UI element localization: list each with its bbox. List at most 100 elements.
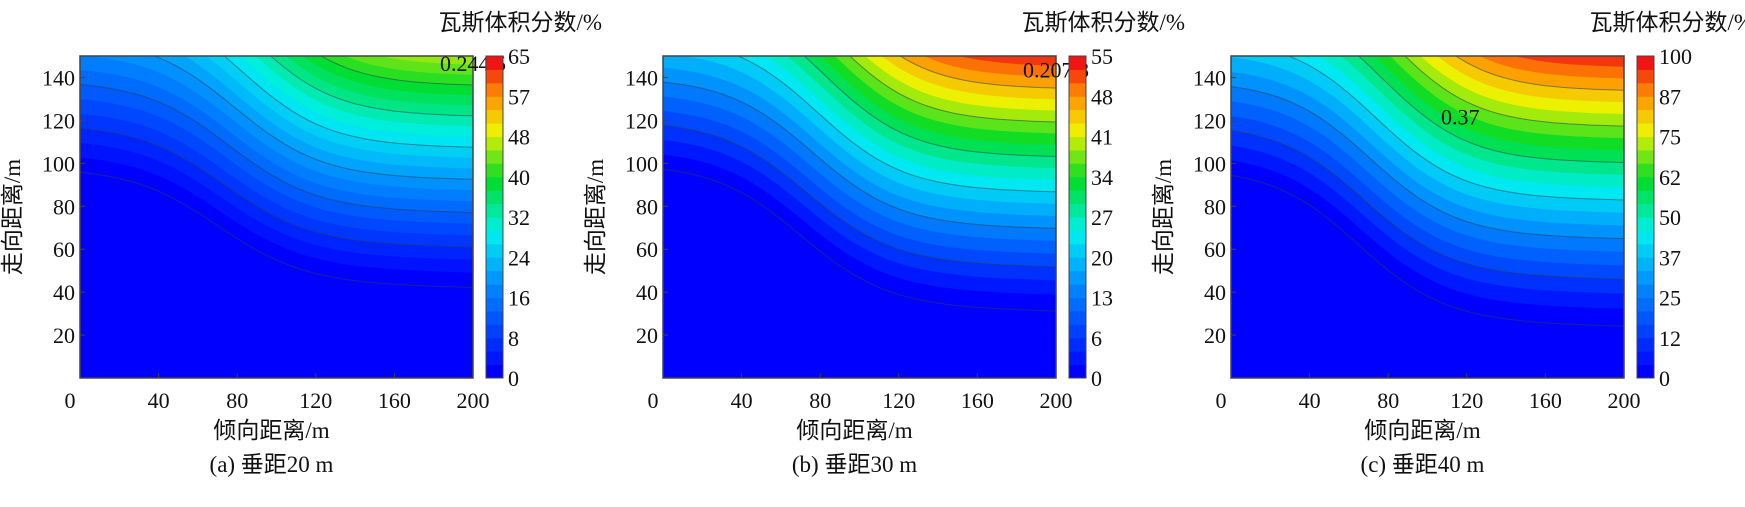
heatmap-field bbox=[663, 56, 1056, 378]
y-tick-label: 80 bbox=[1204, 194, 1226, 219]
colorbar-swatch bbox=[1069, 56, 1086, 70]
colorbar-swatch bbox=[1069, 310, 1086, 325]
colorbar-swatch bbox=[1069, 163, 1086, 178]
colorbar-swatch bbox=[1637, 149, 1654, 164]
colorbar-swatch bbox=[486, 351, 503, 366]
y-tick-label: 60 bbox=[1204, 237, 1226, 262]
colorbar-tick-label: 57 bbox=[508, 84, 530, 109]
y-tick-label: 140 bbox=[625, 65, 658, 90]
panel-caption: (a) 垂距20 m bbox=[210, 452, 334, 477]
colorbar-swatch bbox=[1069, 217, 1086, 231]
colorbar-swatch bbox=[1637, 69, 1654, 84]
y-tick-label: 40 bbox=[636, 280, 658, 305]
colorbar-tick-label: 62 bbox=[1659, 165, 1681, 190]
heatmap-field bbox=[1231, 56, 1624, 378]
y-tick-label: 120 bbox=[625, 108, 658, 133]
colorbar-swatch bbox=[486, 297, 503, 312]
colorbar-swatch bbox=[486, 364, 503, 379]
colorbar-tick-label: 12 bbox=[1659, 326, 1681, 351]
y-tick-label: 80 bbox=[636, 194, 658, 219]
x-tick-label: 200 bbox=[457, 388, 490, 413]
colorbar-tick-label: 0 bbox=[1659, 366, 1670, 391]
colorbar-swatch bbox=[1637, 284, 1654, 298]
colorbar-swatch bbox=[486, 310, 503, 325]
colorbar-tick-label: 100 bbox=[1659, 44, 1692, 69]
x-tick-label: 160 bbox=[378, 388, 411, 413]
colorbar-swatch bbox=[1637, 176, 1654, 191]
colorbar-swatch bbox=[1637, 364, 1654, 379]
x-tick-label: 120 bbox=[1450, 388, 1483, 413]
colorbar-swatch bbox=[1069, 270, 1086, 285]
plot-frame bbox=[662, 55, 1057, 379]
colorbar-swatch bbox=[486, 337, 503, 352]
colorbar-swatch bbox=[1069, 364, 1086, 379]
colorbar-swatch bbox=[1069, 257, 1086, 272]
y-axis-label: 走向距离/m bbox=[583, 159, 608, 275]
colorbar-swatch bbox=[1069, 149, 1086, 164]
colorbar-tick-label: 65 bbox=[508, 44, 530, 69]
y-axis-label: 走向距离/m bbox=[0, 159, 25, 275]
colorbar-swatch bbox=[1069, 243, 1086, 258]
colorbar-title: 瓦斯体积分数/% bbox=[438, 10, 602, 35]
colorbar-title: 瓦斯体积分数/% bbox=[1021, 10, 1185, 35]
colorbar-swatch bbox=[1637, 337, 1654, 352]
colorbar-tick-label: 87 bbox=[1659, 84, 1681, 109]
colorbar-swatch bbox=[486, 190, 503, 205]
colorbar-swatch bbox=[1637, 297, 1654, 312]
colorbar-swatch bbox=[486, 230, 503, 245]
colorbar-swatch bbox=[1069, 284, 1086, 298]
x-axis-label: 倾向距离/m bbox=[213, 418, 329, 443]
y-tick-label: 100 bbox=[1193, 151, 1226, 176]
colorbar-swatch bbox=[486, 324, 503, 339]
colorbar-swatch bbox=[1069, 136, 1086, 151]
heatmap-band bbox=[380, 56, 473, 65]
colorbar-tick-label: 34 bbox=[1091, 165, 1113, 190]
colorbar-swatch bbox=[1069, 337, 1086, 352]
colorbar-swatch bbox=[1637, 324, 1654, 339]
y-tick-label: 40 bbox=[53, 280, 75, 305]
heatmap-band bbox=[1514, 56, 1624, 67]
y-tick-label: 140 bbox=[1193, 65, 1226, 90]
colorbar-tick-label: 0 bbox=[1091, 366, 1102, 391]
colorbar-swatch bbox=[1637, 136, 1654, 151]
colorbar-tick-label: 13 bbox=[1091, 286, 1113, 311]
colorbar-swatch bbox=[1069, 176, 1086, 191]
x-tick-label: 40 bbox=[148, 388, 170, 413]
colorbar-swatch bbox=[486, 163, 503, 178]
colorbar-swatch bbox=[1069, 203, 1086, 218]
colorbar-swatch bbox=[486, 270, 503, 285]
colorbar-tick-label: 16 bbox=[508, 286, 530, 311]
colorbar-swatch bbox=[1637, 190, 1654, 205]
y-tick-label: 60 bbox=[53, 237, 75, 262]
colorbar-swatch bbox=[1069, 109, 1086, 124]
y-axis-label: 走向距离/m bbox=[1151, 159, 1176, 275]
colorbar-tick-label: 41 bbox=[1091, 125, 1113, 150]
colorbar-swatch bbox=[486, 69, 503, 84]
colorbar-swatch bbox=[1637, 203, 1654, 218]
panel-a: 0.244 50 40 80 120 160 20020406080100120140倾向… bbox=[0, 10, 602, 477]
colorbar-title: 瓦斯体积分数/% bbox=[1589, 10, 1745, 35]
colorbar: 0 8 16 24 32 40 48 57 65 瓦斯体积分数/% bbox=[438, 10, 602, 391]
colorbar-tick-label: 0 bbox=[508, 366, 519, 391]
y-tick-label: 40 bbox=[1204, 280, 1226, 305]
x-tick-label: 80 bbox=[226, 388, 248, 413]
y-tick-label: 120 bbox=[1193, 108, 1226, 133]
colorbar-swatch bbox=[1637, 109, 1654, 124]
colorbar-swatch bbox=[486, 109, 503, 124]
heatmap-field bbox=[80, 56, 473, 378]
x-tick-label: 200 bbox=[1040, 388, 1073, 413]
y-tick-label: 120 bbox=[42, 108, 75, 133]
colorbar-frame bbox=[1068, 55, 1087, 379]
y-tick-label: 60 bbox=[636, 237, 658, 262]
colorbar: 0 6 13 20 27 34 41 48 55 瓦斯体积分数/% bbox=[1021, 10, 1185, 391]
colorbar-swatch bbox=[1069, 82, 1086, 97]
colorbar-swatch bbox=[1637, 230, 1654, 245]
colorbar-tick-label: 8 bbox=[508, 326, 519, 351]
colorbar-swatch bbox=[1637, 56, 1654, 70]
colorbar-swatch bbox=[1069, 96, 1086, 111]
x-tick-label: 120 bbox=[882, 388, 915, 413]
y-tick-label: 20 bbox=[636, 323, 658, 348]
contour-label: 0.37 bbox=[1441, 105, 1480, 130]
colorbar-swatch bbox=[486, 203, 503, 218]
